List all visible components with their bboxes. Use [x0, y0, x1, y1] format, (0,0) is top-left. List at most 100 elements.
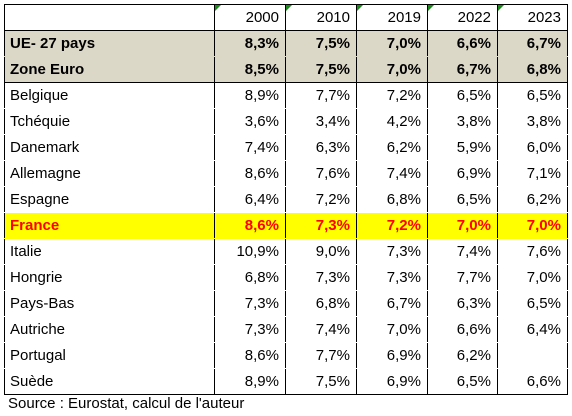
value-cell: 7,7%	[285, 342, 357, 369]
value-cell: 7,5%	[285, 56, 357, 83]
value-cell: 6,2%	[427, 342, 498, 369]
value-cell: 8,6%	[214, 342, 286, 369]
row-label: Autriche	[4, 316, 215, 343]
value-cell: 7,3%	[285, 212, 357, 239]
aggregate-row: Zone Euro 8,5% 7,5% 7,0% 6,7% 6,8%	[4, 56, 568, 83]
value-cell: 6,9%	[427, 160, 498, 187]
value-cell: 8,6%	[214, 160, 286, 187]
value-cell: 7,0%	[356, 30, 428, 57]
year-header: 2022	[427, 4, 498, 31]
header-corner	[4, 4, 215, 31]
value-cell: 8,5%	[214, 56, 286, 83]
table-row: Hongrie 6,8% 7,3% 7,3% 7,7% 7,0%	[4, 264, 568, 291]
source-note: Source : Eurostat, calcul de l'auteur	[8, 395, 245, 412]
row-label: Hongrie	[4, 264, 215, 291]
value-cell: 7,7%	[427, 264, 498, 291]
value-cell: 6,5%	[497, 82, 568, 109]
row-label: Belgique	[4, 82, 215, 109]
value-cell: 7,6%	[497, 238, 568, 265]
value-cell: 6,8%	[285, 290, 357, 317]
value-cell: 6,5%	[427, 186, 498, 213]
value-cell: 5,9%	[427, 134, 498, 161]
row-label: Pays-Bas	[4, 290, 215, 317]
value-cell: 6,8%	[497, 56, 568, 83]
value-cell: 6,8%	[214, 264, 286, 291]
value-cell: 3,8%	[427, 108, 498, 135]
value-cell: 7,4%	[427, 238, 498, 265]
row-label: Zone Euro	[4, 56, 215, 83]
value-cell: 3,8%	[497, 108, 568, 135]
year-header: 2000	[214, 4, 286, 31]
table-row: Tchéquie 3,6% 3,4% 4,2% 3,8% 3,8%	[4, 108, 568, 135]
value-cell: 6,4%	[214, 186, 286, 213]
value-cell: 10,9%	[214, 238, 286, 265]
aggregate-row: UE- 27 pays 8,3% 7,5% 7,0% 6,6% 6,7%	[4, 30, 568, 57]
value-cell: 8,6%	[214, 212, 286, 239]
value-cell: 8,3%	[214, 30, 286, 57]
value-cell: 6,8%	[356, 186, 428, 213]
table-row: Autriche 7,3% 7,4% 7,0% 6,6% 6,4%	[4, 316, 568, 343]
table-row: Espagne 6,4% 7,2% 6,8% 6,5% 6,2%	[4, 186, 568, 213]
value-cell: 6,3%	[285, 134, 357, 161]
year-header: 2019	[356, 4, 428, 31]
value-cell: 6,6%	[427, 316, 498, 343]
table-row: Allemagne 8,6% 7,6% 7,4% 6,9% 7,1%	[4, 160, 568, 187]
row-label: Italie	[4, 238, 215, 265]
value-cell: 7,7%	[285, 82, 357, 109]
table-row: Belgique 8,9% 7,7% 7,2% 6,5% 6,5%	[4, 82, 568, 109]
value-cell: 7,3%	[214, 316, 286, 343]
value-cell: 7,4%	[356, 160, 428, 187]
value-cell: 7,1%	[497, 160, 568, 187]
table-row: Suède 8,9% 7,5% 6,9% 6,5% 6,6%	[4, 368, 568, 395]
value-cell: 7,3%	[356, 238, 428, 265]
value-cell: 6,2%	[497, 186, 568, 213]
row-label: France	[4, 212, 215, 239]
value-cell: 6,5%	[427, 82, 498, 109]
year-header: 2023	[497, 4, 568, 31]
value-cell: 4,2%	[356, 108, 428, 135]
row-label: Portugal	[4, 342, 215, 369]
value-cell: 7,3%	[285, 264, 357, 291]
value-cell: 7,3%	[214, 290, 286, 317]
value-cell: 7,0%	[356, 316, 428, 343]
value-cell: 7,4%	[214, 134, 286, 161]
data-table: 2000 2010 2019 2022 2023 UE- 27 pays 8,3% 7,5% 7…	[4, 4, 568, 395]
value-cell: 7,5%	[285, 30, 357, 57]
row-label: Suède	[4, 368, 215, 395]
value-cell: 6,0%	[497, 134, 568, 161]
table-row: Portugal 8,6% 7,7% 6,9% 6,2%	[4, 342, 568, 369]
value-cell: 8,9%	[214, 368, 286, 395]
value-cell: 6,5%	[497, 290, 568, 317]
value-cell: 7,2%	[285, 186, 357, 213]
highlighted-row: France 8,6% 7,3% 7,2% 7,0% 7,0%	[4, 212, 568, 239]
year-header: 2010	[285, 4, 357, 31]
value-cell: 6,9%	[356, 342, 428, 369]
value-cell: 6,4%	[497, 316, 568, 343]
value-cell: 7,0%	[356, 56, 428, 83]
table-row: Italie 10,9% 9,0% 7,3% 7,4% 7,6%	[4, 238, 568, 265]
value-cell: 7,5%	[285, 368, 357, 395]
value-cell: 8,9%	[214, 82, 286, 109]
value-cell: 7,6%	[285, 160, 357, 187]
value-cell: 6,7%	[497, 30, 568, 57]
value-cell: 9,0%	[285, 238, 357, 265]
value-cell: 7,3%	[356, 264, 428, 291]
value-cell: 3,4%	[285, 108, 357, 135]
value-cell: 6,6%	[427, 30, 498, 57]
value-cell: 3,6%	[214, 108, 286, 135]
value-cell: 6,7%	[427, 56, 498, 83]
row-label: Danemark	[4, 134, 215, 161]
value-cell: 7,0%	[427, 212, 498, 239]
table-row: Danemark 7,4% 6,3% 6,2% 5,9% 6,0%	[4, 134, 568, 161]
value-cell: 7,2%	[356, 212, 428, 239]
value-cell: 6,6%	[497, 368, 568, 395]
value-cell: 6,5%	[427, 368, 498, 395]
row-label: Allemagne	[4, 160, 215, 187]
value-cell	[497, 342, 568, 369]
table-row: Pays-Bas 7,3% 6,8% 6,7% 6,3% 6,5%	[4, 290, 568, 317]
value-cell: 7,0%	[497, 212, 568, 239]
value-cell: 7,2%	[356, 82, 428, 109]
value-cell: 6,3%	[427, 290, 498, 317]
row-label: Espagne	[4, 186, 215, 213]
value-cell: 6,2%	[356, 134, 428, 161]
